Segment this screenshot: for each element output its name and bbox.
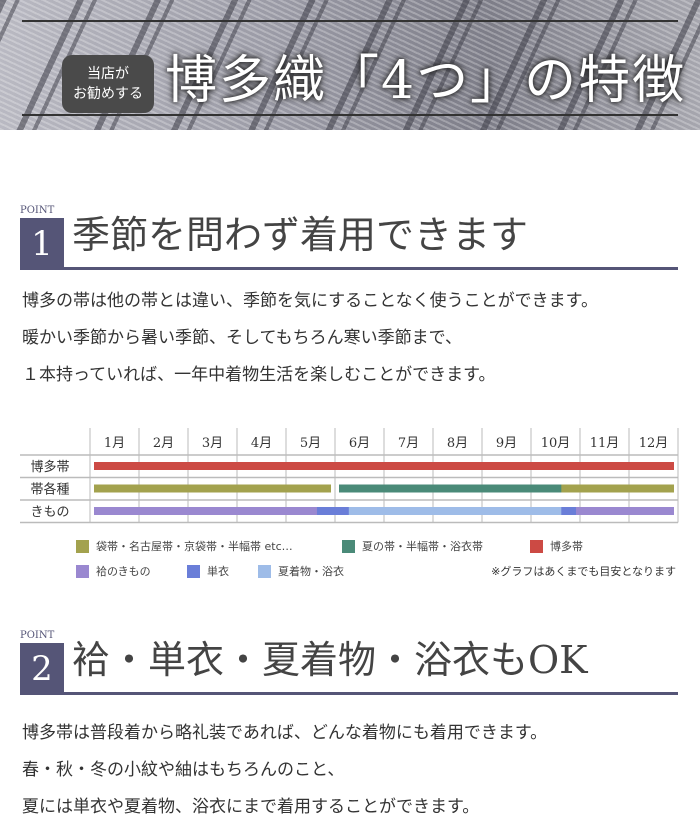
paragraph-line: 博多の帯は他の帯とは違い、季節を気にすることなく使うことができます。 (22, 291, 598, 311)
legend-swatch (258, 564, 271, 578)
bar-3 (535, 507, 674, 515)
row-label: 帯各種 (30, 482, 69, 498)
legend-swatch (342, 539, 355, 553)
banner-title: 博多織「4つ」の特徴 (165, 51, 687, 111)
point-title: 季節を問わず着用できます (72, 213, 529, 257)
badge-line: 当店が (87, 66, 129, 82)
point-label: POINT (20, 205, 55, 216)
month-label: 12月 (639, 436, 669, 451)
legend-item: 夏の帯・半幅帯・浴衣帯 (342, 538, 483, 554)
month-label: 1月 (104, 436, 125, 451)
legend-swatch (76, 564, 89, 578)
recommend-badge: 当店が お勧めする (62, 55, 154, 113)
bar-5 (348, 507, 562, 515)
paragraph-line: 春・秋・冬の小紋や紬はもちろんのこと、 (22, 760, 345, 780)
paragraph-line: １本持っていれば、一年中着物生活を楽しむことができます。 (22, 365, 496, 385)
chart-note: ※グラフはあくまでも目安となります (491, 565, 676, 578)
paragraph-line: 博多帯は普段着から略礼装であれば、どんな着物にも着用できます。 (22, 723, 548, 743)
point-number: 1 (20, 218, 64, 267)
bar-1 (94, 484, 331, 493)
paragraph-line: 暖かい季節から暑い季節、そしてもちろん寒い季節まで、 (22, 328, 462, 348)
legend-swatch (76, 539, 89, 553)
point-1-header: POINT 1 季節を問わず着用できます (20, 205, 678, 270)
legend-label: 博多帯 (550, 540, 583, 553)
legend-label: 袋帯・名古屋帯・京袋帯・半幅帯 etc… (96, 540, 293, 553)
legend-item: 単衣 (187, 563, 229, 579)
legend-swatch (530, 539, 543, 553)
point-number: 2 (20, 643, 64, 692)
point-2-header: POINT 2 袷・単衣・夏着物・浴衣もOK (20, 630, 678, 695)
bar-2 (339, 484, 562, 493)
point-label: POINT (20, 630, 55, 641)
month-label: 4月 (251, 436, 272, 451)
bar-0 (94, 462, 674, 470)
month-label: 11月 (590, 436, 620, 451)
row-label: 博多帯 (30, 459, 69, 475)
legend-label: 単衣 (207, 565, 229, 578)
month-label: 5月 (300, 436, 321, 451)
month-label: 10月 (541, 436, 571, 451)
legend-swatch (187, 564, 200, 578)
legend-label: 夏着物・浴衣 (278, 565, 344, 578)
legend-label: 夏の帯・半幅帯・浴衣帯 (362, 540, 483, 553)
legend-label: 袷のきもの (96, 565, 151, 578)
legend-item: 袋帯・名古屋帯・京袋帯・半幅帯 etc… (76, 538, 293, 554)
divider (22, 114, 678, 116)
month-label: 8月 (447, 436, 468, 451)
point-title: 袷・単衣・夏着物・浴衣もOK (72, 638, 588, 682)
legend-item: 夏着物・浴衣 (258, 563, 344, 579)
point-1-body: 博多の帯は他の帯とは違い、季節を気にすることなく使うことができます。 暖かい季節… (22, 283, 598, 394)
row-label: きもの (30, 505, 69, 520)
paragraph-line: 夏には単衣や夏着物、浴衣にまで着用することができます。 (22, 797, 480, 817)
month-label: 2月 (153, 436, 174, 451)
month-label: 9月 (496, 436, 517, 451)
divider (22, 20, 678, 22)
month-label: 6月 (349, 436, 370, 451)
bar-1 (525, 484, 674, 493)
banner: 当店が お勧めする 博多織「4つ」の特徴 (0, 0, 700, 130)
legend-item: 袷のきもの (76, 563, 151, 579)
badge-line: お勧めする (73, 86, 143, 102)
bar-3 (94, 507, 354, 515)
month-label: 3月 (202, 436, 223, 451)
month-label: 7月 (398, 436, 419, 451)
legend-item: 博多帯 (530, 538, 583, 554)
point-2-body: 博多帯は普段着から略礼装であれば、どんな着物にも着用できます。 春・秋・冬の小紋… (22, 715, 547, 826)
